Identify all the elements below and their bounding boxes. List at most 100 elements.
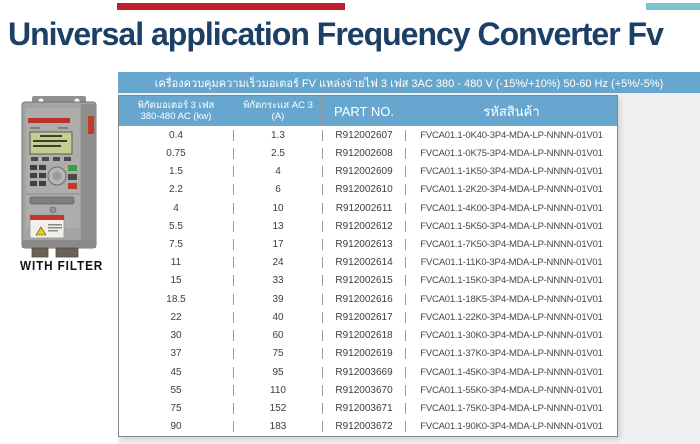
product-code-cell: FVCA01.1-7K50-3P4-MDA-LP-NNNN-01V01	[420, 239, 603, 251]
motor-rating-cell: 5.5	[119, 220, 234, 232]
part-no-cell: R912002617	[323, 311, 406, 323]
part-no-cell: R912002610	[323, 184, 406, 196]
part-no-cell: R912002619	[323, 348, 406, 360]
part-no-cell: R912003670	[323, 384, 406, 396]
current-rating-cell: 95	[234, 366, 323, 378]
product-caption: WITH FILTER	[20, 258, 104, 273]
table-row: 90 183 R912003672 FVCA01.1-90K0-3P4-MDA-LP-…	[119, 418, 617, 436]
table-row: 0.75 2.5 R912002608 FVCA01.1-0K75-3P4-MDA-L…	[119, 144, 617, 162]
current-rating-cell: 60	[234, 330, 323, 342]
product-code-cell: FVCA01.1-55K0-3P4-MDA-LP-NNNN-01V01	[420, 384, 603, 396]
motor-rating-cell: 75	[119, 403, 234, 415]
header-current-rating: พิกัดกระแส AC 3 (A)	[234, 96, 323, 126]
table-row: 7.5 17 R912002613 FVCA01.1-7K50-3P4-MDA-LP-…	[119, 235, 617, 253]
table-row: 55 110 R912003670 FVCA01.1-55K0-3P4-MDA-LP-…	[119, 381, 617, 399]
product-code-cell: FVCA01.1-45K0-3P4-MDA-LP-NNNN-01V01	[420, 366, 603, 378]
product-code-cell: FVCA01.1-90K0-3P4-MDA-LP-NNNN-01V01	[420, 421, 603, 433]
current-rating-cell: 75	[234, 348, 323, 360]
header-product-code: รหัสสินค้า	[483, 103, 540, 119]
part-no-cell: R912002607	[323, 129, 406, 141]
motor-rating-cell: 30	[119, 330, 234, 342]
table-row: 1.5 4 R912002609 FVCA01.1-1K50-3P4-MDA-LP-N…	[119, 162, 617, 180]
part-no-cell: R912003672	[323, 421, 406, 433]
product-code-cell: FVCA01.1-2K20-3P4-MDA-LP-NNNN-01V01	[420, 184, 603, 196]
header-part-no: PART NO.	[323, 96, 406, 126]
motor-rating-cell: 45	[119, 366, 234, 378]
current-rating-cell: 17	[234, 239, 323, 251]
motor-rating-cell: 0.4	[119, 129, 234, 141]
motor-rating-cell: 4	[119, 202, 234, 214]
product-code-cell: FVCA01.1-4K00-3P4-MDA-LP-NNNN-01V01	[420, 202, 603, 214]
table-banner: เครื่องควบคุมความเร็วมอเตอร์ FV แหล่งจ่า…	[118, 72, 700, 93]
product-code-cell: FVCA01.1-0K75-3P4-MDA-LP-NNNN-01V01	[420, 147, 603, 159]
table-row: 37 75 R912002619 FVCA01.1-37K0-3P4-MDA-LP-N…	[119, 345, 617, 363]
current-rating-cell: 24	[234, 257, 323, 269]
motor-rating-cell: 11	[119, 257, 234, 269]
table-body: 0.4 1.3 R912002607 FVCA01.1-0K40-3P4-MDA-LP…	[119, 126, 617, 436]
product-code-cell: FVCA01.1-18K5-3P4-MDA-LP-NNNN-01V01	[420, 293, 603, 305]
motor-rating-cell: 2.2	[119, 184, 234, 196]
table-row: 18.5 39 R912002616 FVCA01.1-18K5-3P4-MDA-LP…	[119, 290, 617, 308]
current-rating-cell: 1.3	[234, 129, 323, 141]
table-row: 4 10 R912002611 FVCA01.1-4K00-3P4-MDA-LP-NN…	[119, 199, 617, 217]
current-rating-cell: 6	[234, 184, 323, 196]
product-code-cell: FVCA01.1-15K0-3P4-MDA-LP-NNNN-01V01	[420, 275, 603, 287]
product-code-cell: FVCA01.1-22K0-3P4-MDA-LP-NNNN-01V01	[420, 311, 603, 323]
table-row: 5.5 13 R912002612 FVCA01.1-5K50-3P4-MDA-LP-…	[119, 217, 617, 235]
current-rating-cell: 110	[234, 384, 323, 396]
table-header-row: พิกัดมอเตอร์ 3 เฟส 380-480 AC (kw) พิกัด…	[119, 96, 617, 126]
top-accent-red-bar	[117, 3, 345, 10]
part-no-cell: R912002613	[323, 239, 406, 251]
current-rating-cell: 2.5	[234, 147, 323, 159]
header-current-rating-line2: (A)	[271, 111, 285, 122]
product-code-cell: FVCA01.1-0K40-3P4-MDA-LP-NNNN-01V01	[420, 129, 603, 141]
motor-rating-cell: 18.5	[119, 293, 234, 305]
part-no-cell: R912002608	[323, 147, 406, 159]
current-rating-cell: 152	[234, 403, 323, 415]
page-title: Universal application Frequency Converte…	[8, 16, 664, 52]
part-no-cell: R912002609	[323, 166, 406, 178]
product-code-cell: FVCA01.1-30K0-3P4-MDA-LP-NNNN-01V01	[420, 330, 603, 342]
current-rating-cell: 40	[234, 311, 323, 323]
table-row: 15 33 R912002615 FVCA01.1-15K0-3P4-MDA-LP-N…	[119, 272, 617, 290]
current-rating-cell: 10	[234, 202, 323, 214]
table-row: 0.4 1.3 R912002607 FVCA01.1-0K40-3P4-MDA-LP…	[119, 126, 617, 144]
part-no-cell: R912002615	[323, 275, 406, 287]
part-no-cell: R912003671	[323, 403, 406, 415]
table-row: 2.2 6 R912002610 FVCA01.1-2K20-3P4-MDA-LP-N…	[119, 181, 617, 199]
part-no-cell: R912002614	[323, 257, 406, 269]
part-no-cell: R912002611	[323, 202, 406, 214]
converter-spec-table: พิกัดมอเตอร์ 3 เฟส 380-480 AC (kw) พิกัด…	[118, 95, 618, 437]
table-row: 75 152 R912003671 FVCA01.1-75K0-3P4-MDA-LP-…	[119, 400, 617, 418]
motor-rating-cell: 90	[119, 421, 234, 433]
part-no-cell: R912002618	[323, 330, 406, 342]
header-current-rating-line1: พิกัดกระแส AC 3	[243, 100, 313, 111]
current-rating-cell: 33	[234, 275, 323, 287]
motor-rating-cell: 1.5	[119, 166, 234, 178]
frequency-converter-image	[18, 96, 100, 262]
part-no-cell: R912003669	[323, 366, 406, 378]
table-row: 22 40 R912002617 FVCA01.1-22K0-3P4-MDA-LP-N…	[119, 308, 617, 326]
motor-rating-cell: 7.5	[119, 239, 234, 251]
motor-rating-cell: 55	[119, 384, 234, 396]
header-motor-rating-line1: พิกัดมอเตอร์ 3 เฟส	[137, 100, 215, 111]
product-code-cell: FVCA01.1-1K50-3P4-MDA-LP-NNNN-01V01	[420, 166, 603, 178]
part-no-cell: R912002616	[323, 293, 406, 305]
current-rating-cell: 39	[234, 293, 323, 305]
motor-rating-cell: 22	[119, 311, 234, 323]
current-rating-cell: 183	[234, 421, 323, 433]
table-row: 11 24 R912002614 FVCA01.1-11K0-3P4-MDA-LP-N…	[119, 254, 617, 272]
motor-rating-cell: 15	[119, 275, 234, 287]
current-rating-cell: 13	[234, 220, 323, 232]
header-motor-rating-line2: 380-480 AC (kw)	[140, 111, 212, 122]
motor-rating-cell: 0.75	[119, 147, 234, 159]
top-accent-teal-bar	[646, 3, 700, 10]
header-motor-rating: พิกัดมอเตอร์ 3 เฟส 380-480 AC (kw)	[119, 96, 234, 126]
part-no-cell: R912002612	[323, 220, 406, 232]
product-code-cell: FVCA01.1-75K0-3P4-MDA-LP-NNNN-01V01	[420, 403, 603, 415]
product-code-cell: FVCA01.1-5K50-3P4-MDA-LP-NNNN-01V01	[420, 220, 603, 232]
product-code-cell: FVCA01.1-37K0-3P4-MDA-LP-NNNN-01V01	[420, 348, 603, 360]
product-code-cell: FVCA01.1-11K0-3P4-MDA-LP-NNNN-01V01	[420, 257, 603, 269]
current-rating-cell: 4	[234, 166, 323, 178]
table-row: 30 60 R912002618 FVCA01.1-30K0-3P4-MDA-LP-N…	[119, 327, 617, 345]
